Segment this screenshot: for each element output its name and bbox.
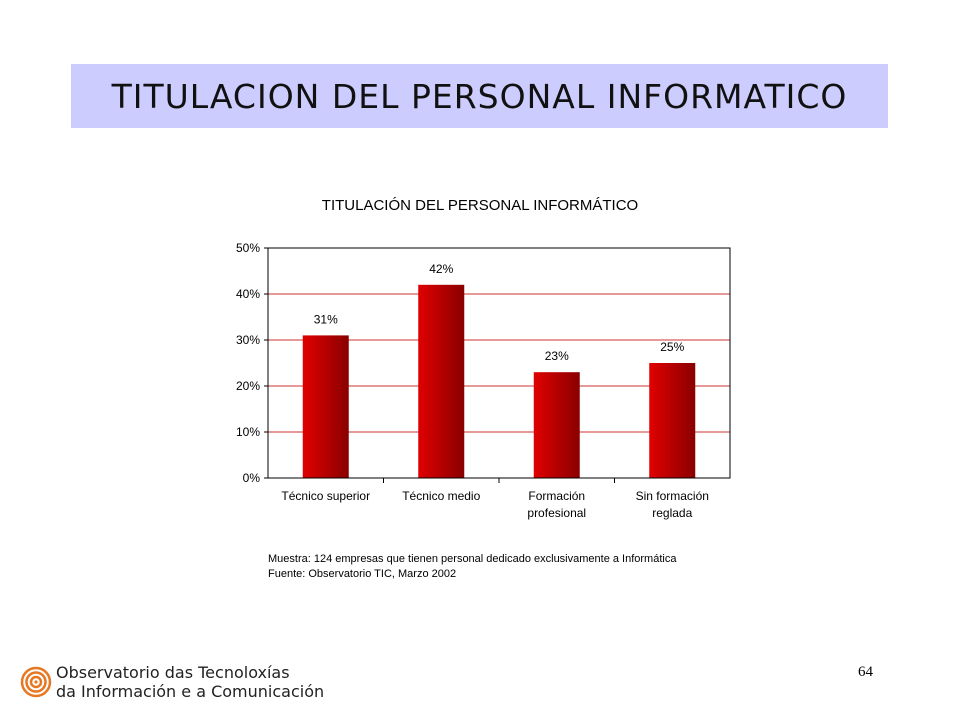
logo-line-1: Observatorio das Tecnoloxías xyxy=(56,663,290,682)
x-tick-label: profesional xyxy=(527,506,586,520)
page-number: 64 xyxy=(858,664,873,680)
y-tick-label: 10% xyxy=(236,425,260,439)
data-label: 31% xyxy=(314,312,338,326)
x-tick-label: reglada xyxy=(652,506,692,520)
y-tick-label: 40% xyxy=(236,287,260,301)
bar xyxy=(302,335,349,478)
chart-notes: Muestra: 124 empresas que tienen persona… xyxy=(268,552,676,582)
observatorio-logo: Observatorio das Tecnoloxías da Informac… xyxy=(20,660,324,706)
data-label: 25% xyxy=(660,340,684,354)
data-label: 23% xyxy=(545,349,569,363)
x-tick-label: Sin formación xyxy=(636,489,709,503)
slide-title: TITULACION DEL PERSONAL INFORMATICO xyxy=(111,76,848,116)
chart-title: TITULACIÓN DEL PERSONAL INFORMÁTICO xyxy=(321,197,639,214)
x-tick-label: Técnico medio xyxy=(402,489,480,503)
y-tick-label: 50% xyxy=(236,241,260,255)
slide-title-banner: TITULACION DEL PERSONAL INFORMATICO xyxy=(71,64,888,128)
y-tick-label: 20% xyxy=(236,379,260,393)
x-tick-label: Técnico superior xyxy=(281,489,370,503)
y-tick-label: 0% xyxy=(243,471,261,485)
data-label: 42% xyxy=(429,262,453,276)
source-note: Fuente: Observatorio TIC, Marzo 2002 xyxy=(268,568,457,580)
y-tick-label: 30% xyxy=(236,333,260,347)
spiral-logo-icon xyxy=(20,666,52,698)
bar xyxy=(418,284,465,478)
logo-text: Observatorio das Tecnoloxías da Informac… xyxy=(56,663,324,701)
logo-line-2: da Información e a Comunicación xyxy=(56,682,325,701)
bar xyxy=(649,363,696,478)
bar xyxy=(533,372,580,478)
sample-note: Muestra: 124 empresas que tienen persona… xyxy=(268,553,677,565)
x-tick-label: Formación xyxy=(528,489,585,503)
